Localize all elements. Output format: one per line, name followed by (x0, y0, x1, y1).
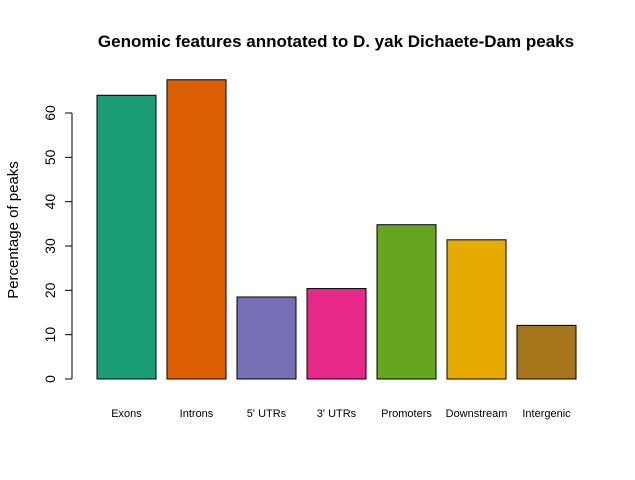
x-category-label: Introns (180, 408, 214, 420)
y-tick-label: 10 (42, 327, 58, 343)
x-category-label: Exons (111, 408, 142, 420)
bar-promoters (376, 224, 437, 380)
y-tick-label: 40 (42, 194, 58, 210)
bars (96, 79, 577, 380)
category-labels: Exons Introns 5' UTRs 3' UTRs Promoters Downs… (111, 408, 571, 420)
y-tick-label: 0 (42, 375, 58, 383)
y-axis: 0 10 20 30 40 50 60 (42, 105, 73, 383)
y-tick-label: 20 (42, 282, 58, 298)
y-tick-label: 50 (42, 149, 58, 165)
x-category-label: Intergenic (522, 408, 571, 420)
bar-3-utrs (306, 288, 367, 380)
x-category-label: 3' UTRs (317, 408, 357, 420)
chart-title: Genomic features annotated to D. yak Dic… (98, 32, 574, 51)
bar-exons (96, 94, 157, 380)
y-tick-label: 30 (42, 238, 58, 254)
y-tick-label: 60 (42, 105, 58, 121)
x-category-label: Promoters (381, 408, 432, 420)
bar-5-utrs (236, 296, 297, 380)
x-category-label: 5' UTRs (247, 408, 287, 420)
bar-intergenic (516, 324, 577, 380)
x-category-label: Downstream (446, 408, 508, 420)
bar-introns (166, 79, 227, 380)
y-axis-label: Percentage of peaks (5, 161, 22, 299)
bar-downstream (446, 239, 507, 380)
